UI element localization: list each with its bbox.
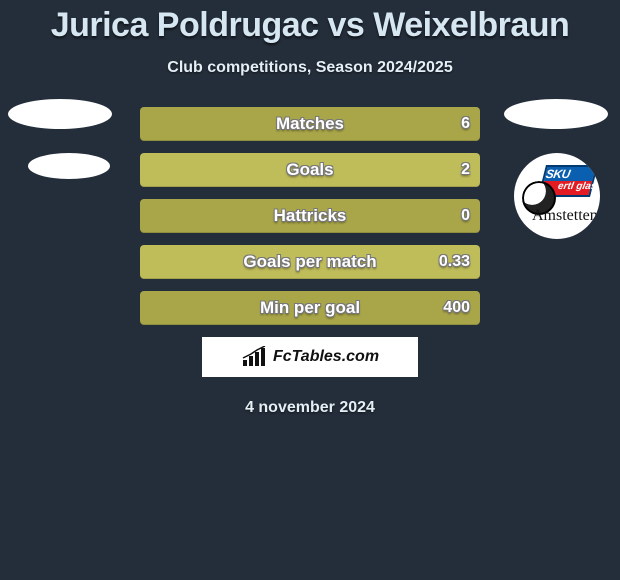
stat-row-matches: Matches 6	[140, 107, 480, 141]
left-player-logos	[8, 99, 112, 203]
date-line: 4 november 2024	[0, 399, 620, 417]
bar-chart-icon	[241, 346, 267, 368]
stat-label: Min per goal	[140, 291, 480, 325]
stat-bars: Matches 6 Goals 2 Hattricks 0 Goals per …	[140, 107, 480, 325]
brand-text: FcTables.com	[273, 348, 379, 366]
stat-label: Goals	[140, 153, 480, 187]
stat-value-right: 0	[461, 199, 470, 233]
stat-value-right: 400	[443, 291, 470, 325]
stat-value-right: 6	[461, 107, 470, 141]
left-club-logo-1	[8, 99, 112, 129]
comparison-panel: SKU ertl glas Amstetten Matches 6 Goals …	[0, 107, 620, 417]
stat-label: Goals per match	[140, 245, 480, 279]
stat-label: Hattricks	[140, 199, 480, 233]
right-club-logo-2: SKU ertl glas Amstetten	[514, 153, 600, 239]
right-club-logo-1	[504, 99, 608, 129]
club-badge-script: Amstetten	[532, 207, 598, 225]
stat-value-right: 0.33	[439, 245, 470, 279]
right-player-logos: SKU ertl glas Amstetten	[504, 99, 608, 239]
page-title: Jurica Poldrugac vs Weixelbraun	[0, 0, 620, 45]
stat-row-goals: Goals 2	[140, 153, 480, 187]
stat-label: Matches	[140, 107, 480, 141]
stat-row-hattricks: Hattricks 0	[140, 199, 480, 233]
stat-row-goals-per-match: Goals per match 0.33	[140, 245, 480, 279]
brand-box: FcTables.com	[202, 337, 418, 377]
stat-row-min-per-goal: Min per goal 400	[140, 291, 480, 325]
subtitle: Club competitions, Season 2024/2025	[0, 59, 620, 77]
stat-value-right: 2	[461, 153, 470, 187]
club-badge-text-2: ertl glas	[557, 181, 597, 192]
left-club-logo-2	[28, 153, 110, 179]
club-badge-text-1: SKU	[545, 167, 571, 181]
